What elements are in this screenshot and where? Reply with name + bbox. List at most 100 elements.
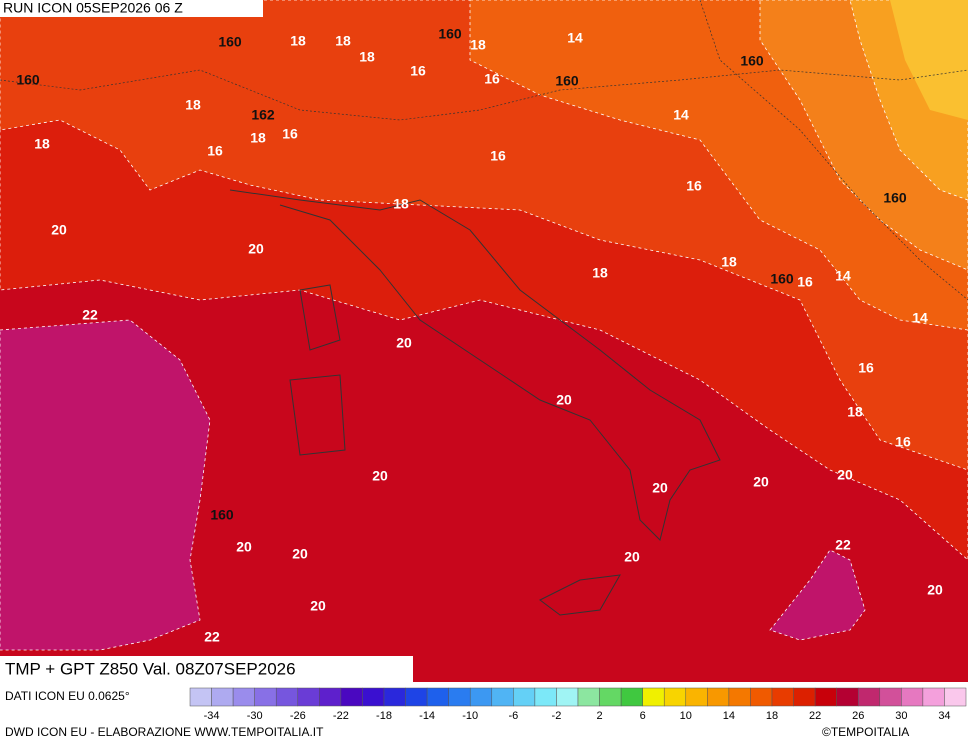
legend-tick-label: 6 xyxy=(640,710,646,722)
temperature-label: 16 xyxy=(686,178,702,194)
temperature-label: 20 xyxy=(310,598,326,614)
geopotential-label: 160 xyxy=(218,34,242,50)
temperature-label: 20 xyxy=(652,480,668,496)
legend-swatch xyxy=(534,687,557,707)
legend-swatch xyxy=(642,687,665,707)
temperature-label: 22 xyxy=(835,537,851,553)
run-box xyxy=(0,0,263,17)
temperature-label: 20 xyxy=(292,546,308,562)
temperature-label: 22 xyxy=(204,629,220,645)
temperature-label: 20 xyxy=(51,222,67,238)
geopotential-label: 160 xyxy=(438,26,462,42)
legend-tick-label: -2 xyxy=(552,710,562,722)
temperature-label: 16 xyxy=(410,63,426,79)
legend-swatch xyxy=(901,687,924,707)
temperature-label: 20 xyxy=(236,539,252,555)
legend-swatch xyxy=(577,687,600,707)
legend-swatch xyxy=(620,687,643,707)
legend-swatch xyxy=(513,687,536,707)
temperature-label: 16 xyxy=(797,274,813,290)
legend-tick-label: -6 xyxy=(508,710,518,722)
legend-swatch xyxy=(362,687,385,707)
legend-tick-label: -18 xyxy=(376,710,392,722)
legend-swatch xyxy=(405,687,428,707)
legend-tick-label: -22 xyxy=(333,710,349,722)
legend-swatch xyxy=(189,687,212,707)
legend-tick-label: 18 xyxy=(766,710,778,722)
legend-swatch xyxy=(707,687,730,707)
legend-swatch xyxy=(275,687,299,707)
temperature-label: 16 xyxy=(484,71,500,87)
legend-swatch xyxy=(254,687,277,707)
legend-swatch xyxy=(879,687,902,707)
temperature-label: 18 xyxy=(250,130,266,146)
geopotential-label: 160 xyxy=(883,190,907,206)
temperature-label: 18 xyxy=(592,265,608,281)
legend-swatch xyxy=(232,687,255,707)
temperature-label: 20 xyxy=(753,474,769,490)
temperature-label: 16 xyxy=(895,434,911,450)
temperature-label: 18 xyxy=(393,196,409,212)
temperature-label: 14 xyxy=(912,310,928,326)
run-label: RUN ICON 05SEP2026 06 Z xyxy=(3,0,183,16)
legend-swatch xyxy=(426,687,449,707)
legend-tick-label: -14 xyxy=(419,710,435,722)
temperature-label: 18 xyxy=(335,33,351,49)
legend-swatch xyxy=(556,687,579,707)
geopotential-label: 160 xyxy=(210,507,234,523)
legend-swatch xyxy=(297,687,320,707)
legend-tick-label: -34 xyxy=(204,710,220,722)
temperature-label: 18 xyxy=(34,136,50,152)
legend-tick-label: 34 xyxy=(938,710,950,722)
legend-tick-label: -30 xyxy=(247,710,263,722)
geopotential-label: 160 xyxy=(555,73,579,89)
legend-swatch xyxy=(728,687,751,707)
temperature-label: 20 xyxy=(556,392,572,408)
zone-22 xyxy=(0,319,211,651)
legend-swatch xyxy=(922,687,945,707)
temperature-label: 16 xyxy=(207,143,223,159)
temperature-label: 16 xyxy=(858,360,874,376)
legend-swatch xyxy=(836,687,859,707)
legend-tick-label: 10 xyxy=(680,710,692,722)
temperature-label: 16 xyxy=(282,126,298,142)
temperature-label: 20 xyxy=(624,549,640,565)
temperature-label: 22 xyxy=(82,307,98,323)
legend-swatch xyxy=(491,687,514,707)
legend-swatch xyxy=(750,687,773,707)
map xyxy=(0,0,968,682)
geopotential-label: 160 xyxy=(740,53,764,69)
legend-swatch xyxy=(211,687,234,707)
temperature-label: 18 xyxy=(359,49,375,65)
legend-swatch xyxy=(340,687,363,707)
temperature-label: 14 xyxy=(835,268,851,284)
coastline xyxy=(229,189,721,541)
temperature-label: 20 xyxy=(396,335,412,351)
geopotential-label: 162 xyxy=(251,107,275,123)
legend-swatch xyxy=(771,687,794,707)
legend-swatch xyxy=(814,687,837,707)
legend-tick-label: -26 xyxy=(290,710,306,722)
legend-swatch xyxy=(663,687,687,707)
legend-swatch xyxy=(599,687,622,707)
coastline xyxy=(289,284,621,616)
temperature-label: 18 xyxy=(721,254,737,270)
legend-tick-label: 26 xyxy=(852,710,864,722)
temperature-label: 18 xyxy=(470,37,486,53)
temperature-label: 20 xyxy=(837,467,853,483)
copyright-label: ©TEMPOITALIA xyxy=(822,725,909,739)
geopotential-contour xyxy=(0,0,968,301)
temperature-label: 18 xyxy=(185,97,201,113)
legend-swatch xyxy=(469,687,493,707)
legend-swatch xyxy=(685,687,708,707)
legend-swatch xyxy=(857,687,881,707)
legend-tick-label: 14 xyxy=(723,710,735,722)
source-label: DATI ICON EU 0.0625° xyxy=(5,689,130,703)
legend-tick-label: 2 xyxy=(596,710,602,722)
legend-tick-label: 22 xyxy=(809,710,821,722)
legend-swatch xyxy=(793,687,816,707)
temperature-label: 14 xyxy=(567,30,583,46)
legend-swatch xyxy=(319,687,342,707)
zone-8 xyxy=(890,0,968,120)
